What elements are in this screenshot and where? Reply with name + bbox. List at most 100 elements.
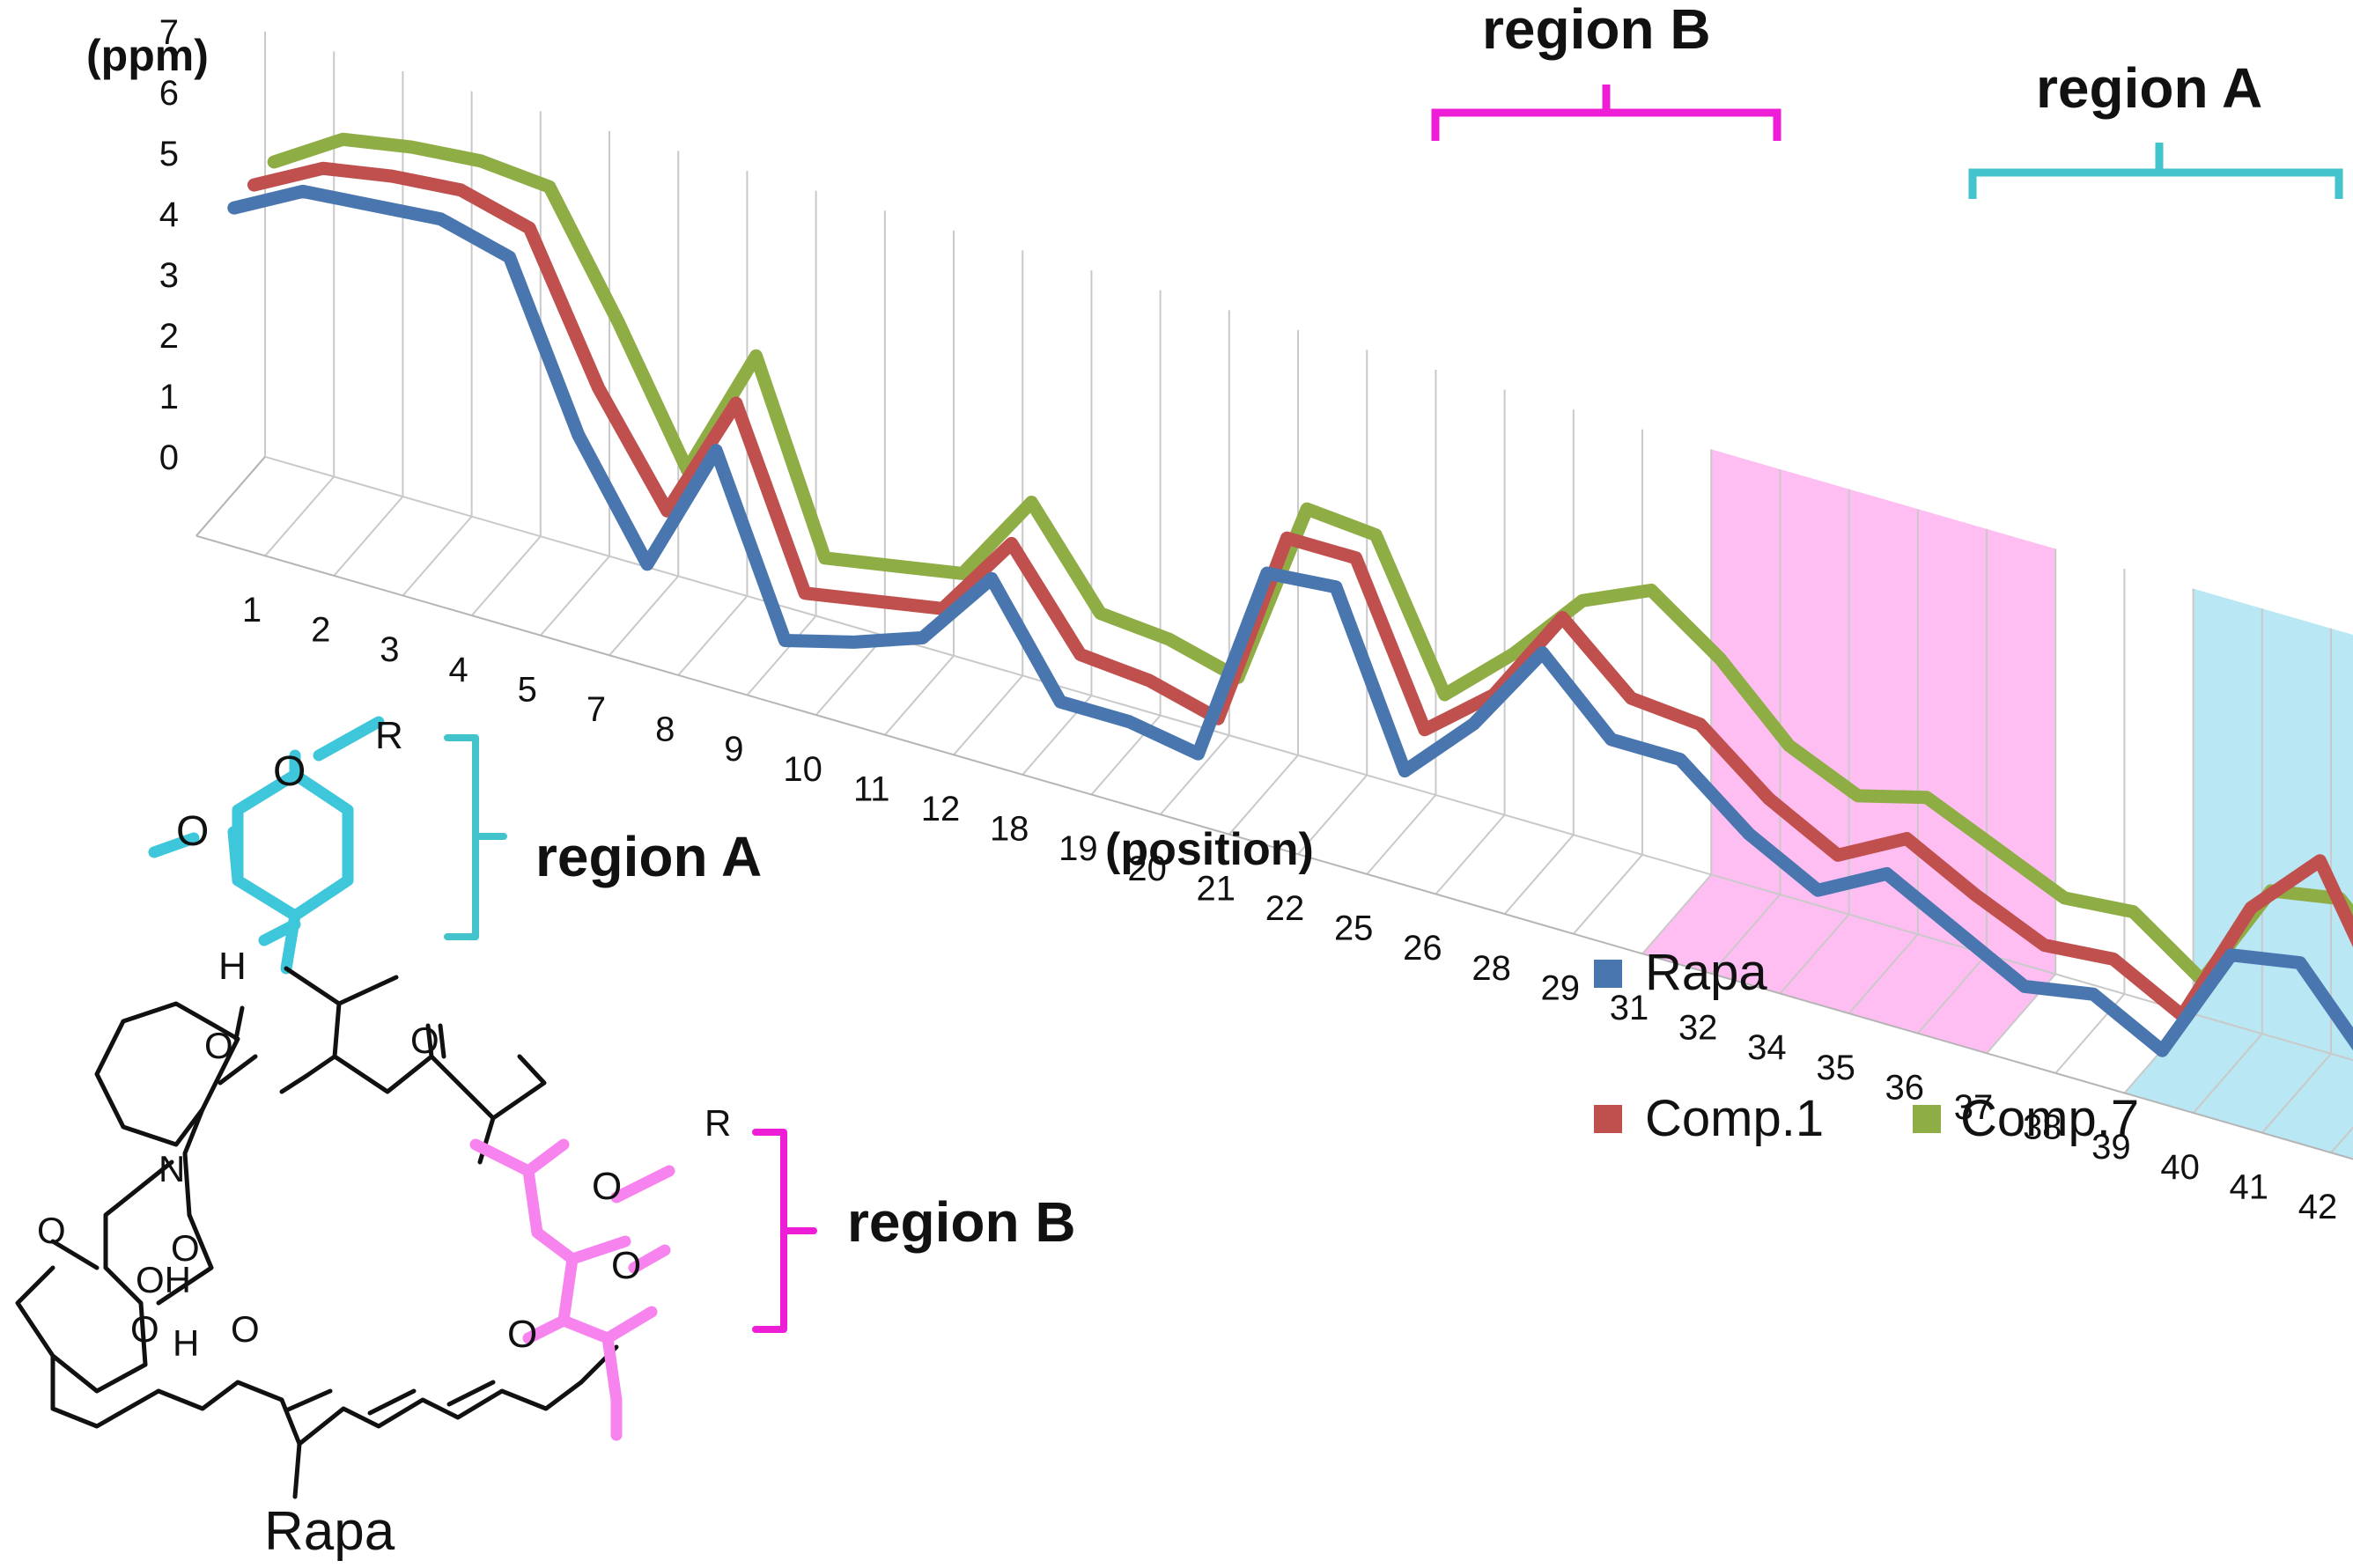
x-axis-ticks: 1234578910111218192021222526282931323435…	[242, 591, 2338, 1226]
region-b-o-atom-3: O	[507, 1313, 537, 1356]
region-b-bracket	[752, 1129, 817, 1333]
grid-line-floor	[1573, 854, 1643, 935]
region-a-fragment	[148, 716, 385, 975]
x-tick-label: 38	[2023, 1108, 2062, 1147]
x-tick-label: 18	[990, 810, 1029, 849]
x-tick-label: 12	[921, 790, 961, 828]
n-atom: N	[159, 1148, 185, 1189]
region-highlight-1	[2124, 588, 2353, 1159]
chart-region-b-label: region B	[1482, 0, 1711, 61]
y-tick-label: 3	[159, 256, 179, 295]
region-a-o-atom-2: O	[176, 808, 209, 855]
y-tick-label: 6	[159, 74, 179, 113]
x-tick-label: 34	[1747, 1028, 1787, 1067]
grid-line-floor	[746, 615, 817, 696]
y-tick-label: 1	[159, 378, 179, 416]
y-axis-ticks: 0 1 2 3 4 5 6 7	[159, 13, 179, 477]
chart-region-a-bracket	[1968, 143, 2343, 199]
x-tick-label: 35	[1816, 1049, 1855, 1087]
x-tick-label: 26	[1403, 929, 1442, 968]
grid-line-floor	[402, 515, 473, 597]
legend-label-rapa: Rapa	[1645, 944, 1767, 1001]
grid-line-floor	[1366, 794, 1437, 875]
backbone-bonds	[15, 966, 619, 1499]
series-line-2	[267, 132, 2353, 987]
region-a-h-atom: H	[218, 945, 247, 988]
x-tick-label: 39	[2091, 1128, 2131, 1167]
molecule-name: Rapa	[264, 1501, 395, 1562]
legend-label-comp1: Comp.1	[1645, 1090, 1824, 1147]
region-a-r-atom: R	[375, 714, 403, 757]
y-tick-label: 5	[159, 135, 179, 173]
x-tick-label: 36	[1885, 1068, 1925, 1107]
grid-line-floor	[1917, 953, 1988, 1034]
grid-line-floor	[1228, 755, 1299, 836]
x-tick-label: 11	[853, 769, 890, 808]
y-tick-label: 2	[159, 317, 179, 356]
x-tick-label: 5	[518, 670, 537, 709]
region-highlights	[1642, 449, 2353, 1159]
grid-line-floor	[1710, 894, 1781, 975]
amide-o-atom: O	[171, 1227, 200, 1269]
grid-line-floor	[2261, 1053, 2332, 1134]
grid-line-floor	[1503, 834, 1575, 915]
grid-line-floor	[1435, 813, 1506, 895]
x-tick-label: 8	[655, 710, 675, 749]
region-b-label: region B	[847, 1190, 1076, 1254]
chart-region-b-bracket	[1431, 85, 1781, 141]
legend: Rapa Comp.1 Comp.7	[1594, 944, 2139, 1147]
region-b-fragment	[469, 1138, 675, 1441]
grid-line-floor	[540, 556, 610, 637]
grid-line-floor	[1297, 774, 1368, 855]
region-a-bracket	[444, 734, 507, 940]
ketone-o-atom: O	[37, 1210, 66, 1251]
chart-region-a-label: region A	[2036, 56, 2262, 120]
y-axis-label: (ppm)	[86, 31, 209, 80]
x-tick-label: 3	[380, 630, 399, 669]
carbonyl-o-atom: O	[410, 1020, 439, 1061]
x-tick-label: 31	[1610, 989, 1649, 1027]
grid-line-floor	[2192, 1033, 2263, 1114]
x-tick-label: 42	[2298, 1188, 2338, 1226]
x-tick-label: 37	[1954, 1088, 1994, 1127]
x-tick-label: 4	[448, 651, 468, 689]
x-tick-label: 19	[1058, 829, 1098, 868]
grid-line-floor	[1159, 734, 1230, 815]
x-tick-label: 10	[783, 750, 822, 789]
grid-line-floor	[815, 635, 886, 716]
x-tick-label: 40	[2160, 1148, 2200, 1187]
legend-label-comp7: Comp.7	[1960, 1090, 2139, 1147]
grid-line-floor	[1779, 913, 1850, 995]
series-line-0	[227, 184, 2353, 1057]
x-tick-label: 20	[1127, 850, 1167, 888]
grid-line-floor	[1848, 933, 1919, 1014]
grid-line-floor	[884, 655, 955, 736]
region-b-r-atom: R	[704, 1102, 731, 1144]
methoxy-o-atom: O	[231, 1308, 260, 1350]
rapamycin-structure: O O R H region A O O N	[15, 714, 1076, 1562]
x-axis-line	[195, 534, 2353, 1160]
region-a-o-atom: O	[273, 748, 306, 795]
x-axis-label: (position)	[1105, 824, 1314, 875]
grid-line-floor	[264, 475, 335, 556]
region-a-label: region A	[535, 825, 762, 888]
grid-line-floor	[1641, 873, 1712, 954]
grid-line-floor	[677, 595, 749, 676]
x-tick-label: 22	[1265, 889, 1305, 928]
grid-line-floor	[609, 575, 679, 656]
legend-swatch-rapa	[1594, 960, 1622, 988]
x-tick-label: 29	[1541, 968, 1581, 1007]
x-tick-label: 1	[242, 591, 262, 629]
oh-label: OH	[136, 1259, 191, 1300]
y-tick-label: 0	[159, 438, 179, 477]
grid-line-floor	[470, 535, 542, 616]
series-line-1	[247, 161, 2353, 1022]
ring-o-atom: O	[130, 1308, 159, 1350]
legend-swatch-comp7	[1913, 1105, 1941, 1133]
ester-o-atom: O	[204, 1025, 233, 1066]
y-axis-base	[195, 456, 266, 537]
ring-h-atom: H	[173, 1322, 199, 1364]
x-tick-label: 25	[1334, 909, 1374, 948]
y-tick-label: 7	[159, 13, 179, 52]
